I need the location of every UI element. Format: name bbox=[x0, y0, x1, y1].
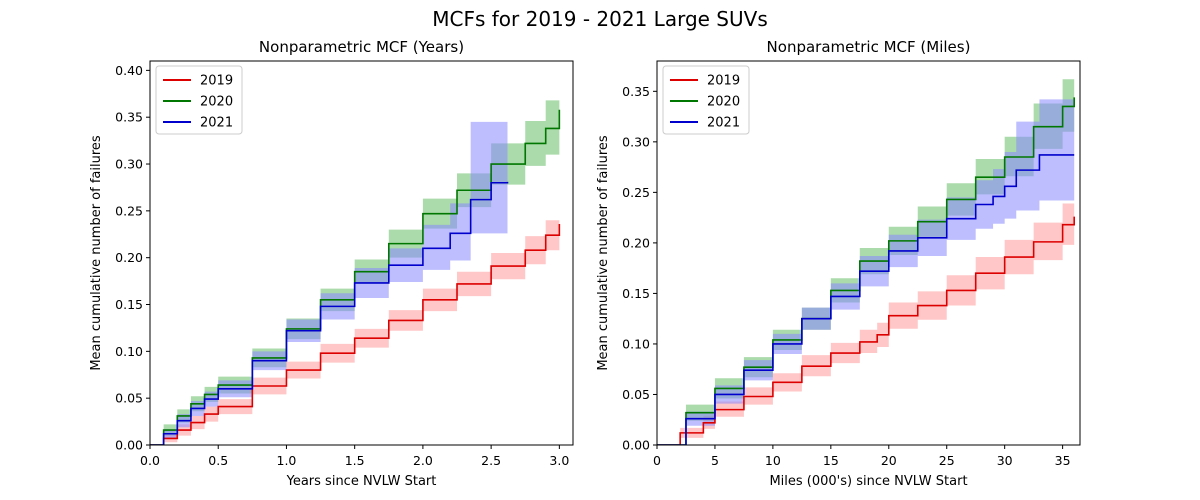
y-axis-label: Mean cumulative number of failures bbox=[596, 135, 611, 371]
x-tick-label: 15 bbox=[823, 453, 839, 468]
y-tick-label: 0.10 bbox=[622, 336, 650, 351]
confidence-band-2021 bbox=[657, 99, 1075, 445]
plot-area bbox=[150, 70, 561, 445]
y-tick-label: 0.00 bbox=[622, 438, 650, 453]
miles-panel: 0 5 10 15 20 25 30 35 0.00 0.05 0.10 0.15 0.20 0.25 0.… bbox=[596, 38, 1081, 489]
mcf-line-2021 bbox=[150, 181, 509, 445]
legend-label-2019: 2019 bbox=[707, 74, 740, 89]
y-tick-label: 0.20 bbox=[115, 250, 143, 265]
x-axis-label: Years since NVLW Start bbox=[286, 474, 437, 489]
panel-title: Nonparametric MCF (Miles) bbox=[767, 38, 971, 56]
legend-label-2021: 2021 bbox=[200, 116, 233, 131]
legend-label-2020: 2020 bbox=[707, 95, 740, 110]
mcf-line-2019 bbox=[150, 223, 561, 445]
y-tick-label: 0.00 bbox=[115, 438, 143, 453]
years-panel: 0.0 0.5 1.0 1.5 2.0 2.5 3.0 0.00 0.05 0.10 0.15 0.2… bbox=[89, 38, 574, 489]
y-tick-label: 0.35 bbox=[115, 110, 143, 125]
x-axis-label: Miles (000's) since NVLW Start bbox=[769, 474, 967, 489]
y-axis-label: Mean cumulative number of failures bbox=[89, 135, 104, 371]
panel-title: Nonparametric MCF (Years) bbox=[259, 38, 464, 56]
legend: 2019 2020 2021 bbox=[662, 65, 750, 135]
x-tick-label: 10 bbox=[765, 453, 781, 468]
x-tick-label: 2.5 bbox=[481, 453, 501, 468]
x-tick-label: 2.0 bbox=[413, 453, 433, 468]
x-tick-label: 0 bbox=[653, 453, 661, 468]
x-tick-label: 0.5 bbox=[208, 453, 228, 468]
x-tick-label: 0.0 bbox=[140, 453, 160, 468]
y-tick-label: 0.25 bbox=[622, 185, 650, 200]
x-tick-label: 30 bbox=[997, 453, 1013, 468]
y-tick-label: 0.15 bbox=[622, 286, 650, 301]
y-tick-label: 0.35 bbox=[622, 84, 650, 99]
legend-box bbox=[155, 65, 243, 135]
x-tick-label: 5 bbox=[711, 453, 719, 468]
y-tick-label: 0.30 bbox=[622, 134, 650, 149]
x-tick-label: 20 bbox=[881, 453, 897, 468]
y-tick-label: 0.05 bbox=[115, 391, 143, 406]
confidence-band-2021 bbox=[150, 121, 508, 445]
x-tick-label: 1.5 bbox=[345, 453, 365, 468]
y-tick-label: 0.40 bbox=[115, 63, 143, 78]
y-tick-label: 0.10 bbox=[115, 344, 143, 359]
legend-label-2020: 2020 bbox=[200, 95, 233, 110]
legend-box bbox=[662, 65, 750, 135]
legend-label-2021: 2021 bbox=[707, 116, 740, 131]
x-tick-label: 25 bbox=[939, 453, 955, 468]
y-tick-label: 0.30 bbox=[115, 157, 143, 172]
figure-title: MCFs for 2019 - 2021 Large SUVs bbox=[432, 7, 768, 31]
y-tick-label: 0.15 bbox=[115, 297, 143, 312]
axes-frame bbox=[149, 60, 574, 446]
axes-frame bbox=[656, 60, 1081, 446]
x-tick-label: 1.0 bbox=[277, 453, 297, 468]
legend: 2019 2020 2021 bbox=[155, 65, 243, 135]
y-tick-label: 0.25 bbox=[115, 203, 143, 218]
x-tick-label: 35 bbox=[1055, 453, 1071, 468]
plot-area bbox=[657, 66, 1076, 445]
legend-label-2019: 2019 bbox=[200, 74, 233, 89]
y-tick-label: 0.20 bbox=[622, 235, 650, 250]
mcf-line-2021 bbox=[657, 154, 1075, 445]
x-tick-label: 3.0 bbox=[549, 453, 569, 468]
y-tick-label: 0.05 bbox=[622, 387, 650, 402]
confidence-band-2020 bbox=[657, 66, 1075, 445]
